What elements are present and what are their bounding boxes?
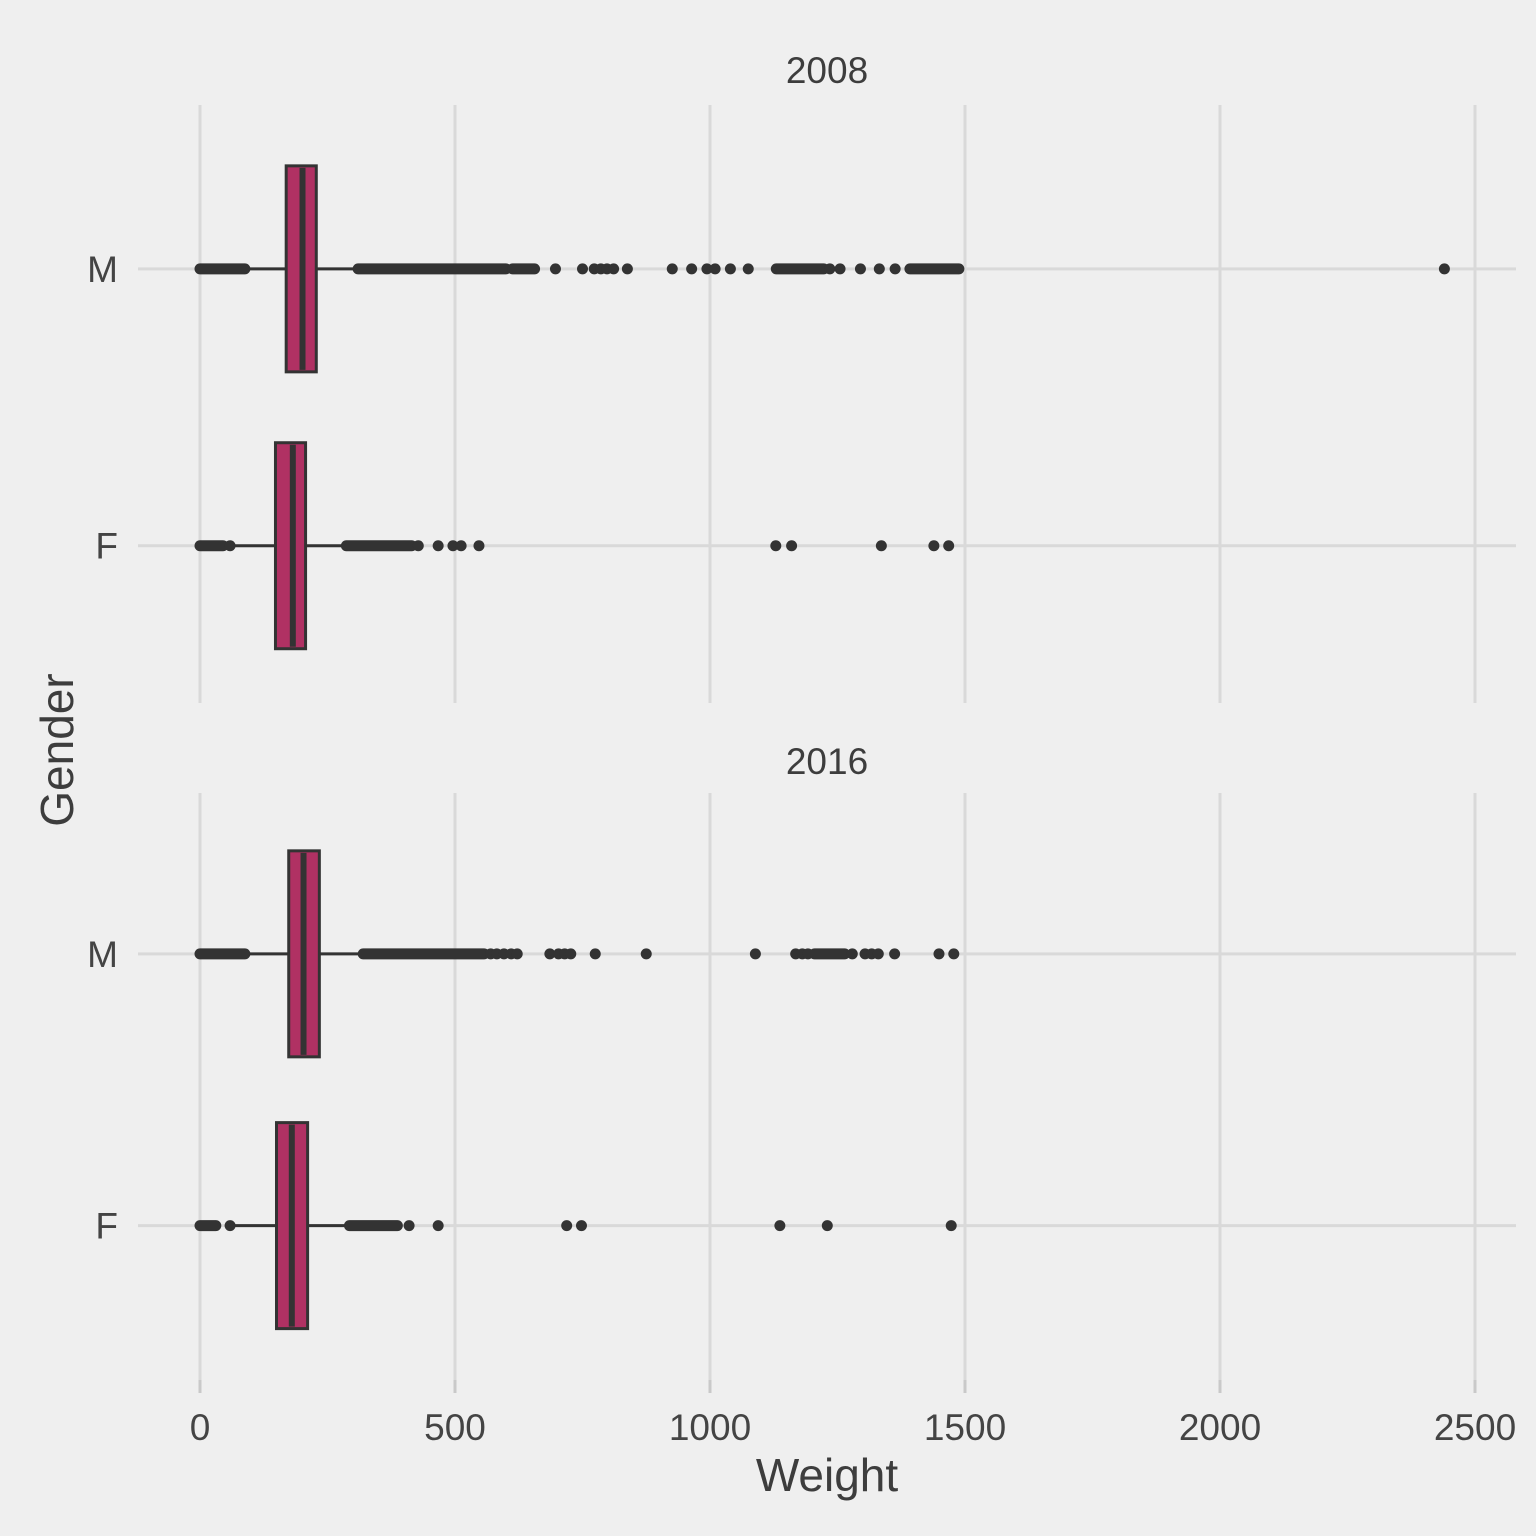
outlier-dot [473,540,485,552]
outlier-dot [561,1220,573,1232]
outlier-dot [724,263,736,275]
facet-title-2008: 2008 [785,50,869,91]
outlier-dot [854,263,866,275]
x-tick-label: 0 [190,1407,211,1448]
outlier-dot [1438,263,1450,275]
x-tick-label: 2000 [1179,1407,1261,1448]
y-tick-label-f: F [95,526,118,567]
outlier-dot [224,540,236,552]
y-axis-title: Gender [31,673,83,827]
outlier-dot [565,948,577,960]
outlier-dot [928,540,940,552]
outlier-dot [455,540,467,552]
outlier-dot [447,540,459,552]
outlier-dot [889,948,901,960]
y-tick-label-m: M [87,249,118,290]
outlier-dot [802,948,814,960]
x-tick-label: 1500 [924,1407,1006,1448]
outlier-dot [686,263,698,275]
outlier-dot [666,263,678,275]
outlier-dot [621,263,633,275]
outlier-dot [701,263,713,275]
outlier-dot [577,263,588,275]
outlier-dot [821,1220,833,1232]
outlier-dot [933,948,945,960]
outlier-dot [432,1220,444,1232]
outlier-dot [774,1220,786,1232]
y-tick-label-f: F [95,1206,118,1247]
outlier-dot [403,1220,415,1232]
outlier-dot [589,948,601,960]
outlier-dot [824,263,836,275]
x-tick-label: 2500 [1434,1407,1516,1448]
outlier-dot [889,263,901,275]
y-tick-label-m: M [87,934,118,975]
outlier-dot [872,948,884,960]
outlier-dot [749,948,761,960]
outlier-dot [511,948,523,960]
outlier-dot [575,1220,587,1232]
outlier-dot [834,263,846,275]
x-tick-label: 500 [424,1407,486,1448]
outlier-dot [786,540,798,552]
outlier-dot [770,540,782,552]
x-axis-title: Weight [755,1449,899,1501]
outlier-dot [544,948,556,960]
x-tick-label: 1000 [669,1407,751,1448]
outlier-dot [873,263,885,275]
outlier-dot [608,263,620,275]
outlier-dot [943,540,955,552]
facet-title-2016: 2016 [785,741,869,782]
outlier-dot [412,540,424,552]
outlier-dot [742,263,754,275]
outlier-dot [432,540,444,552]
outlier-dot [549,263,561,275]
outlier-dot [945,1220,957,1232]
outlier-dot [640,948,652,960]
outlier-dot [709,263,721,275]
outlier-dot [846,948,858,960]
outlier-dot [948,948,960,960]
outlier-dot [224,1220,236,1232]
outlier-dot [875,540,887,552]
